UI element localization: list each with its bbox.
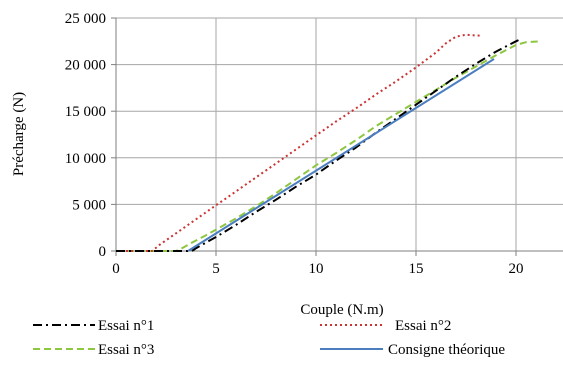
legend-item: Essai n°3	[33, 342, 154, 358]
x-tick-label: 5	[212, 261, 220, 277]
x-axis-label: Couple (N.m)	[300, 302, 383, 318]
legend-label: Essai n°1	[98, 318, 154, 334]
y-tick-label: 20 000	[65, 58, 106, 74]
axes	[111, 17, 563, 256]
series-lines	[116, 33, 541, 252]
legend-label: Consigne théorique	[388, 342, 505, 358]
tick-labels: 0 5 10 15 20 0 5 000 10 000 15 000 20 000 25 000	[65, 11, 524, 277]
legend-label: Essai n°3	[98, 342, 154, 358]
legend-label: Essai n°2	[395, 318, 451, 334]
series-line-1	[116, 38, 521, 252]
y-tick-label: 0	[99, 244, 107, 260]
x-tick-label: 10	[309, 261, 324, 277]
series-line-2	[116, 33, 481, 252]
series-line-4	[187, 58, 495, 252]
x-tick-label: 20	[509, 261, 524, 277]
y-tick-label: 25 000	[65, 11, 106, 27]
series-line-3	[116, 40, 541, 252]
legend-item: Essai n°2	[320, 318, 451, 334]
x-tick-label: 0	[112, 261, 120, 277]
legend-item: Consigne théorique	[320, 342, 505, 358]
y-axis-label: Précharge (N)	[11, 92, 27, 176]
legend: Essai n°1 Essai n°2 Essai n°3 Consigne théo…	[33, 318, 505, 358]
y-tick-label: 10 000	[65, 151, 106, 167]
x-tick-label: 15	[409, 261, 424, 277]
y-tick-label: 5 000	[72, 197, 106, 213]
legend-item: Essai n°1	[33, 318, 154, 334]
y-tick-label: 15 000	[65, 104, 106, 120]
grid	[115, 17, 563, 252]
